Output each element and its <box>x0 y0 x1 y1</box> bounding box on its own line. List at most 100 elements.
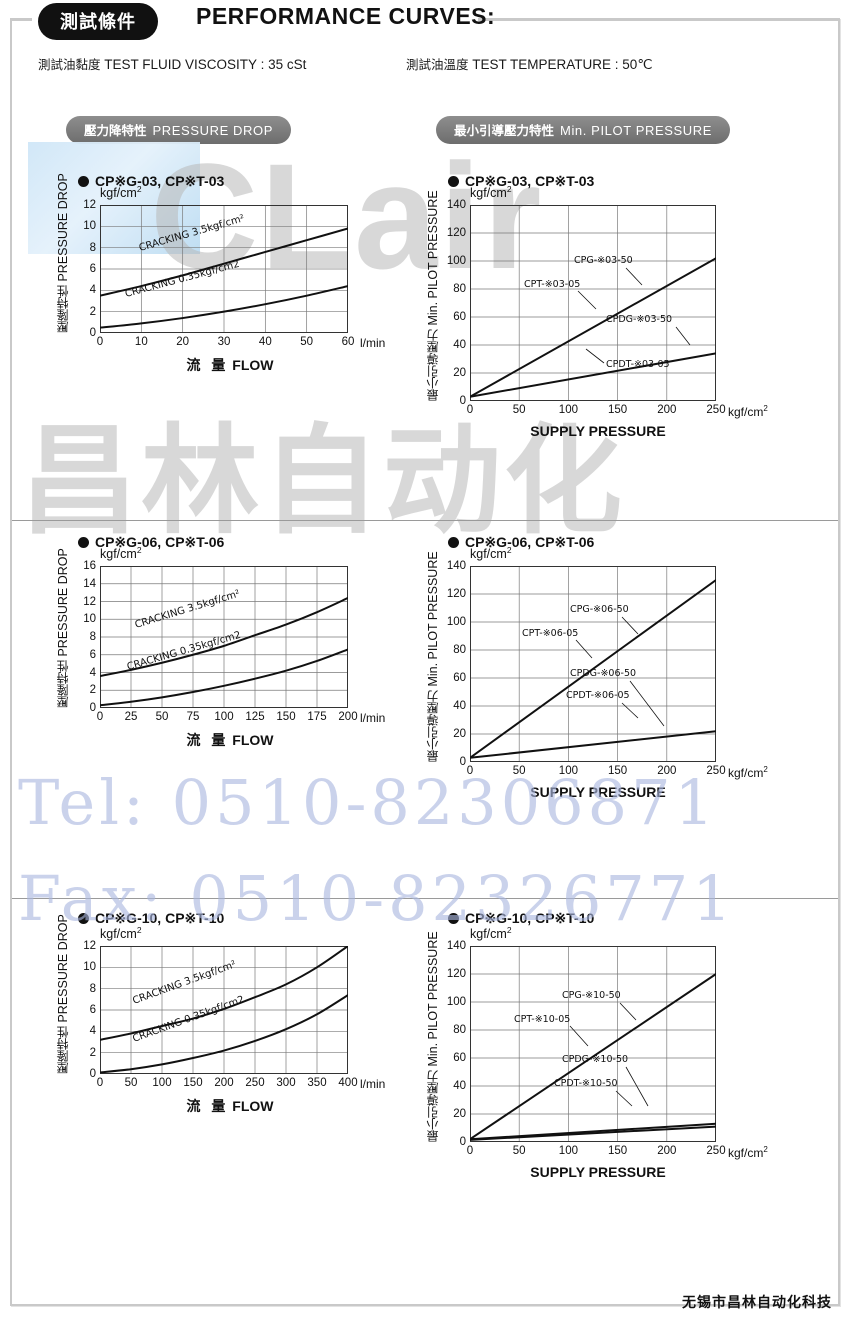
curve-annotation: CPDT-※03-05 <box>606 359 670 370</box>
x-tick-label: 200 <box>214 1077 234 1089</box>
x-tick-label: 150 <box>608 1145 628 1157</box>
x-axis-unit: kgf/cm2 <box>728 1145 768 1160</box>
model-heading-pd-03-label: CP※G-03, CP※T-03 <box>95 173 225 189</box>
y-tick-label: 80 <box>453 283 466 295</box>
frame-top-left-rule <box>10 18 32 21</box>
y-tick-label: 14 <box>83 577 96 590</box>
data-line <box>470 1125 716 1141</box>
model-heading-pd-06: CP※G-06, CP※T-06 <box>78 534 224 551</box>
data-line <box>470 973 716 1141</box>
section-pill-pilot-pressure: 最小引導壓力特性 Min. PILOT PRESSURE <box>436 116 731 144</box>
y-tick-label: 0 <box>459 1136 466 1148</box>
x-tick-label: 250 <box>706 404 726 416</box>
x-tick-label: 50 <box>124 1077 138 1089</box>
curve-annotation: CPDG-※06-50 <box>570 668 636 679</box>
curve-annotation: CPT-※03-05 <box>524 279 580 290</box>
frame-top-right-rule <box>478 18 840 21</box>
y-axis-unit: kgf/cm2 <box>100 925 142 942</box>
y-tick-label: 10 <box>83 961 96 974</box>
y-tick-label: 2 <box>89 684 96 697</box>
y-axis-title: 最小引導壓力 Min. PILOT PRESSURE <box>426 190 440 401</box>
y-tick-label: 0 <box>459 756 466 768</box>
x-tick-label: 50 <box>512 765 526 777</box>
x-tick-label: 400 <box>338 1077 358 1089</box>
y-tick-label: 100 <box>446 996 466 1008</box>
x-tick-label: 0 <box>96 336 104 348</box>
test-conditions-badge: 測試條件 <box>38 3 158 40</box>
y-tick-label: 100 <box>446 255 466 267</box>
bullet-icon <box>78 176 89 187</box>
data-line <box>470 257 716 398</box>
y-tick-label: 12 <box>83 199 96 211</box>
pilot-pressure-label-en: Min. PILOT PRESSURE <box>560 123 713 138</box>
y-axis-title: 最小引導壓力 Min. PILOT PRESSURE <box>426 931 440 1142</box>
x-tick-label: 50 <box>300 336 314 348</box>
x-tick-label: 200 <box>657 1145 677 1157</box>
model-heading-pd-03: CP※G-03, CP※T-03 <box>78 173 224 190</box>
y-tick-label: 12 <box>83 595 96 608</box>
bullet-icon <box>78 537 89 548</box>
data-line <box>100 946 348 1041</box>
y-tick-label: 140 <box>446 560 466 572</box>
viscosity-value: TEST FLUID VISCOSITY : 35 cSt <box>104 57 307 72</box>
curve-annotation: CPT-※10-05 <box>514 1014 570 1025</box>
x-tick-label: 175 <box>307 711 327 723</box>
data-line <box>470 352 716 398</box>
curve-annotation: CRACKING 0.35kgf/cm2 <box>126 630 242 673</box>
x-tick-label: 75 <box>186 711 200 723</box>
y-tick-label: 140 <box>446 199 466 211</box>
x-tick-label: 200 <box>657 765 677 777</box>
model-heading-pp-03: CP※G-03, CP※T-03 <box>448 173 594 190</box>
y-tick-label: 20 <box>453 1108 466 1120</box>
x-tick-label: 20 <box>176 336 190 348</box>
y-axis-title: 壓隆特性 PRESSURE DROP <box>56 914 70 1074</box>
data-line <box>100 596 348 678</box>
bullet-icon <box>448 176 459 187</box>
section-pill-pressure-drop: 壓力降特性 PRESSURE DROP <box>66 116 292 144</box>
x-tick-label: 150 <box>276 711 296 723</box>
viscosity-label-cn: 測試油黏度 <box>38 57 101 72</box>
y-tick-label: 100 <box>446 616 466 628</box>
pressure-drop-label-cn: 壓力降特性 <box>84 123 147 138</box>
x-tick-label: 100 <box>214 711 234 723</box>
plot-area: CPG-※03-50 CPT-※03-05 CPDG-※03-50 CPDT-※03-… <box>470 205 716 401</box>
y-tick-label: 120 <box>446 968 466 980</box>
x-axis-unit: l/min <box>360 1077 386 1091</box>
curve-annotation: CPG-※03-50 <box>574 255 633 266</box>
x-axis-title: 流 量 FLOW <box>186 357 274 374</box>
x-axis-unit: l/min <box>360 711 386 725</box>
y-tick-label: 10 <box>83 613 96 626</box>
x-axis-title: SUPPLY PRESSURE <box>530 423 666 439</box>
temperature-label-cn: 測試油溫度 <box>406 57 469 72</box>
y-tick-label: 6 <box>89 648 96 661</box>
curve-annotation: CPDG-※03-50 <box>606 314 672 325</box>
x-axis-title: 流 量 FLOW <box>186 732 274 749</box>
y-tick-label: 80 <box>453 1024 466 1036</box>
y-tick-label: 120 <box>446 588 466 600</box>
data-line <box>100 648 348 707</box>
section-divider-2 <box>12 898 838 899</box>
x-tick-label: 0 <box>96 1077 104 1089</box>
y-tick-label: 40 <box>453 700 466 712</box>
x-tick-label: 350 <box>307 1077 327 1089</box>
test-temperature: 測試油溫度 TEST TEMPERATURE : 50℃ <box>406 54 652 73</box>
curve-annotation: CPG-※06-50 <box>570 604 629 615</box>
x-axis-title: 流 量 FLOW <box>186 1098 274 1115</box>
x-tick-label: 50 <box>512 404 526 416</box>
model-heading-pp-10-label: CP※G-10, CP※T-10 <box>465 910 595 926</box>
x-tick-label: 150 <box>183 1077 203 1089</box>
curve-annotation: CPDG-※10-50 <box>562 1054 628 1065</box>
pilot-pressure-label-cn: 最小引導壓力特性 <box>454 123 555 138</box>
x-tick-label: 25 <box>124 711 138 723</box>
y-tick-label: 6 <box>89 1004 96 1016</box>
y-tick-label: 2 <box>89 305 96 318</box>
model-heading-pp-06: CP※G-06, CP※T-06 <box>448 534 594 551</box>
plot-area: CPG-※06-50 CPT-※06-05 CPDG-※06-50 CPDT-※06-… <box>470 566 716 762</box>
model-heading-pd-06-label: CP※G-06, CP※T-06 <box>95 534 225 550</box>
y-tick-label: 140 <box>446 940 466 952</box>
y-axis-unit: kgf/cm2 <box>470 925 512 942</box>
test-fluid-viscosity: 測試油黏度 TEST FLUID VISCOSITY : 35 cSt <box>38 54 306 73</box>
x-tick-label: 150 <box>608 404 628 416</box>
x-tick-label: 200 <box>338 711 358 723</box>
